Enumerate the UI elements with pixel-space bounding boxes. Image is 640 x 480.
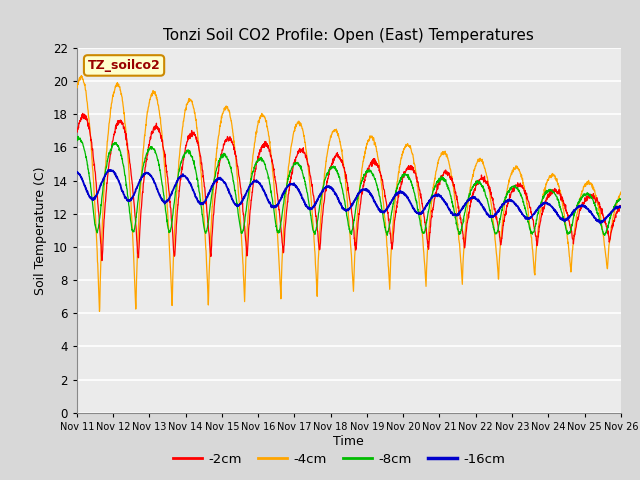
Title: Tonzi Soil CO2 Profile: Open (East) Temperatures: Tonzi Soil CO2 Profile: Open (East) Temp… (163, 28, 534, 43)
X-axis label: Time: Time (333, 434, 364, 448)
Text: TZ_soilco2: TZ_soilco2 (88, 59, 161, 72)
Legend: -2cm, -4cm, -8cm, -16cm: -2cm, -4cm, -8cm, -16cm (168, 447, 511, 471)
Y-axis label: Soil Temperature (C): Soil Temperature (C) (34, 166, 47, 295)
